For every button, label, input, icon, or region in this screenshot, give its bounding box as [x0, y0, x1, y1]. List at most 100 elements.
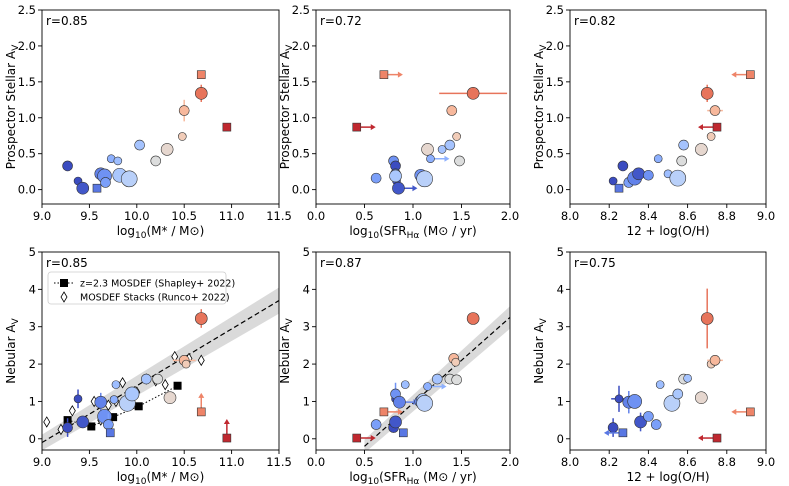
data-point-square [618, 428, 628, 438]
panel-p2: 0.0 0.5 1.0 1.5 2.0 0.0 0.5 1.0 1.5 2.0 2.5 r=0.72 l… [278, 3, 519, 241]
panel-p3: 8.0 8.2 8.4 8.6 8.8 9.0 0.0 0.5 1.0 1.5 2.0 2.5 r=0.… [532, 3, 775, 238]
plot-area [42, 287, 279, 450]
y-tick-label: 3 [303, 320, 310, 334]
data-point [452, 132, 461, 141]
data-point [111, 380, 121, 389]
x-tick-label: 1.5 [452, 455, 470, 469]
arrow-head [698, 435, 703, 442]
stack-point [161, 378, 169, 391]
x-tick-label: 8.4 [639, 209, 657, 223]
x-tick-label: 10.5 [171, 209, 197, 223]
y-tick-label: 2.5 [18, 3, 36, 17]
data-point [695, 391, 708, 404]
data-point-square [222, 433, 232, 443]
data-point [109, 395, 119, 404]
data-point [426, 154, 435, 164]
data-point [392, 181, 405, 195]
data-point [655, 380, 665, 389]
data-point [650, 419, 662, 430]
data-point [393, 395, 406, 409]
data-point-square [105, 428, 115, 438]
y-tick-label: 1 [303, 394, 310, 408]
data-point [178, 132, 187, 141]
data-point [76, 415, 90, 429]
data-point [76, 181, 90, 195]
y-tick-label: 4 [557, 282, 564, 296]
data-point [643, 169, 654, 181]
data-point [62, 422, 73, 433]
axis-label: log10(SFRHα (M⊙ / yr) [349, 224, 476, 241]
plot-area [62, 70, 232, 195]
x-tick-label: 10.0 [124, 209, 150, 223]
y-tick-label: 1 [29, 394, 36, 408]
arrow-head [397, 71, 403, 78]
mosdef-point [173, 381, 182, 390]
plot-area [603, 288, 755, 443]
x-tick-label: 9.5 [80, 455, 98, 469]
arrow-head [698, 124, 703, 131]
mosdef-point [134, 402, 143, 411]
y-tick-label: 2.5 [292, 3, 310, 17]
arrow-head [370, 124, 376, 131]
data-point-square [196, 70, 206, 79]
x-tick-label: 1.0 [404, 209, 422, 223]
data-point [466, 87, 480, 100]
data-point [370, 419, 382, 430]
x-tick-label: 11.5 [266, 209, 292, 223]
legend: z=2.3 MOSDEF (Shapley+ 2022) MOSDEF Stack… [47, 271, 235, 305]
panel-p6: 8.0 8.2 8.4 8.6 8.8 9.0 0 1 2 3 4 5 r=0.75 12 + log(O… [532, 245, 775, 484]
plot-frame [569, 251, 767, 451]
data-point [94, 395, 108, 409]
axis-label: log10(M* / M⊙) [117, 224, 205, 241]
data-point [113, 156, 123, 166]
data-point-square [398, 428, 408, 438]
data-point [140, 373, 152, 385]
plot-area [352, 70, 508, 195]
x-tick-label: 11.0 [219, 209, 245, 223]
correlation-label: r=0.75 [574, 256, 616, 270]
data-point-square [746, 70, 755, 79]
y-tick-label: 4 [29, 282, 36, 296]
data-point [608, 176, 618, 186]
data-point [700, 312, 714, 325]
arrow-head [731, 71, 737, 78]
data-point [466, 312, 480, 325]
data-point [178, 105, 190, 116]
data-point-square [614, 183, 624, 193]
y-tick-label: 2.0 [546, 39, 564, 53]
y-tick-label: 1.5 [292, 75, 310, 89]
y-tick-label: 2 [557, 357, 564, 371]
data-point [120, 170, 138, 188]
data-point [431, 373, 443, 385]
arrow-head [198, 392, 205, 398]
correlation-label: r=0.72 [320, 14, 362, 28]
stack-point [68, 404, 76, 417]
y-tick-label: 1 [557, 394, 564, 408]
data-point [706, 132, 716, 141]
arrow-head [397, 408, 403, 415]
x-tick-label: 8.4 [639, 455, 657, 469]
data-point [676, 155, 688, 167]
y-tick-label: 2 [29, 357, 36, 371]
arrow-head [223, 419, 230, 425]
panel-p4: 9.0 9.5 10.0 10.5 11.0 11.5 0 1 2 3 4 5 r=0.85 log10(… [4, 245, 292, 486]
y-tick-label: 5 [557, 245, 564, 259]
x-tick-label: 11.0 [219, 455, 245, 469]
legend-label: z=2.3 MOSDEF (Shapley+ 2022) [80, 279, 235, 290]
plot-frame [315, 9, 511, 205]
data-point [416, 170, 433, 188]
data-point-square [379, 70, 389, 79]
x-tick-label: 8.2 [600, 455, 618, 469]
plot-frame [41, 251, 280, 451]
data-point [632, 167, 645, 181]
x-tick-label: 8.8 [718, 455, 736, 469]
y-tick-label: 2 [303, 357, 310, 371]
stack-point [119, 376, 127, 389]
data-point [400, 380, 410, 389]
axis-label: Prospector Stellar AV [278, 44, 295, 169]
data-point [451, 374, 462, 386]
data-point [446, 105, 458, 116]
y-tick-label: 1.5 [546, 75, 564, 89]
data-point-square [712, 433, 722, 443]
data-point [370, 172, 382, 184]
